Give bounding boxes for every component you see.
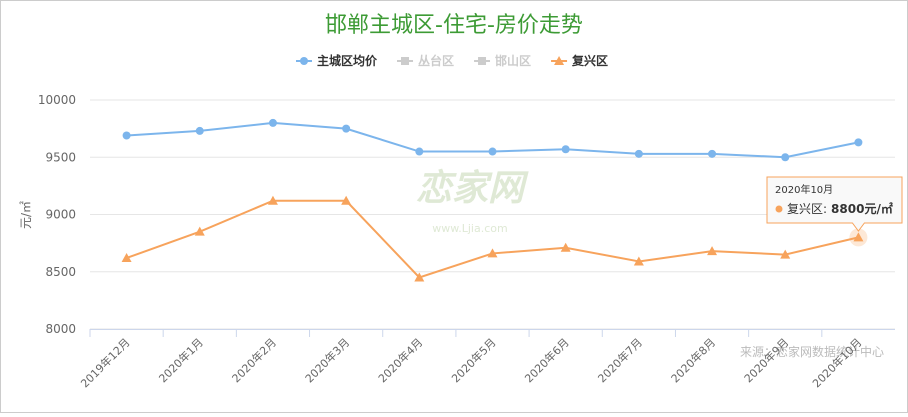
- y-axis-label: 元/㎡: [19, 201, 33, 229]
- tooltip-box: [766, 176, 903, 232]
- point: [122, 131, 131, 140]
- legend-marker: [401, 57, 410, 65]
- legend-marker: [554, 56, 565, 65]
- point: [268, 118, 277, 127]
- legend-marker: [300, 57, 308, 65]
- point: [708, 149, 717, 158]
- watermark-url: www.Ljia.com: [432, 222, 507, 235]
- point: [633, 256, 644, 266]
- legend-label: 复兴区: [571, 53, 608, 68]
- tooltip-value: 8800元/㎡: [831, 201, 893, 216]
- legend-label: 主城区均价: [317, 53, 378, 68]
- tooltip-title: 2020年10月: [775, 183, 833, 196]
- y-tick-label: 10000: [38, 93, 76, 107]
- point: [561, 145, 570, 154]
- point: [560, 242, 571, 252]
- y-tick-label: 9000: [45, 208, 76, 222]
- point: [415, 147, 424, 156]
- legend-label: 丛台区: [418, 53, 454, 68]
- legend-marker: [478, 57, 487, 65]
- point: [487, 248, 498, 258]
- source-note: 来源：恋家网数据统计中心: [740, 344, 884, 359]
- point: [780, 249, 791, 259]
- point: [781, 153, 790, 162]
- point: [707, 246, 718, 256]
- tooltip-label: 复兴区:: [787, 202, 827, 216]
- point: [267, 195, 278, 205]
- point: [342, 124, 351, 133]
- point: [634, 149, 643, 158]
- y-tick-label: 8500: [45, 265, 76, 279]
- point: [121, 253, 132, 263]
- point: [853, 232, 864, 242]
- point: [194, 226, 205, 236]
- chart-title: 邯郸主城区-住宅-房价走势: [325, 13, 583, 38]
- point: [488, 147, 497, 156]
- point: [341, 195, 352, 205]
- point: [414, 272, 425, 282]
- tooltip-dot: [775, 205, 783, 213]
- hover-halo: [849, 228, 868, 247]
- watermark: 恋家网: [416, 168, 529, 209]
- point: [854, 138, 863, 147]
- y-tick-label: 9500: [45, 150, 76, 164]
- point: [195, 126, 204, 135]
- legend-label: 邯山区: [495, 53, 531, 68]
- y-tick-label: 8000: [45, 322, 76, 336]
